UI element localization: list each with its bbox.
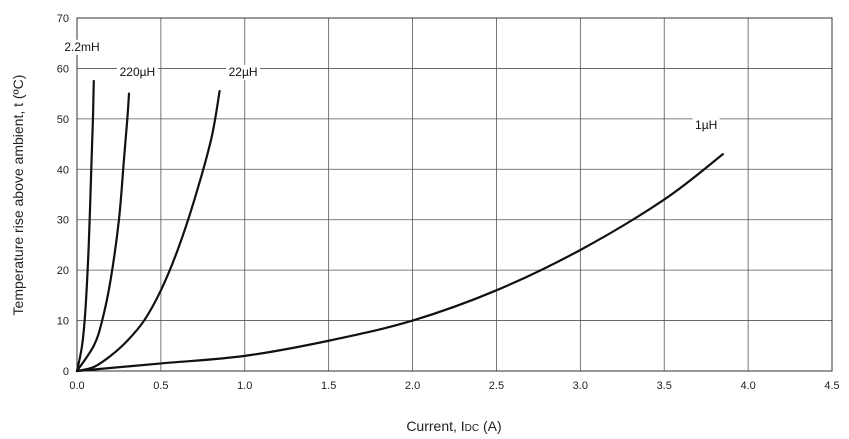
series-line: [75, 90, 221, 373]
x-tick-label: 1.0: [237, 380, 252, 392]
x-tick-label: 4.0: [740, 380, 755, 392]
x-tick-label: 2.0: [405, 380, 420, 392]
y-tick-label: 50: [57, 114, 69, 126]
series-label-background: [692, 117, 720, 133]
y-tick-label: 40: [57, 164, 69, 176]
y-axis-title: Temperature rise above ambient, t (ºC): [10, 75, 26, 316]
x-tick-label: 3.0: [573, 380, 588, 392]
plot-frame: [76, 17, 833, 372]
x-tick-label: 0.0: [69, 380, 84, 392]
series-label: 22µH: [229, 65, 258, 79]
y-tick-label: 20: [57, 265, 69, 277]
grid-lines: [76, 17, 833, 372]
series-label-background: [116, 64, 158, 80]
series-label: 220µH: [120, 65, 156, 79]
x-tick-label: 3.5: [657, 380, 672, 392]
y-tick-label: 0: [63, 366, 69, 378]
y-axis-ticks: 0 10 20 30 40 50 60 70: [57, 13, 69, 378]
y-tick-label: 60: [57, 63, 69, 75]
series-line: [75, 92, 131, 373]
series-line: [75, 153, 725, 373]
x-axis-ticks: 0.0 0.5 1.0 1.5 2.0 2.5 3.0 3.5 4.0 4.5: [69, 380, 839, 392]
series-label: 1µH: [695, 118, 717, 132]
y-tick-label: 70: [57, 13, 69, 25]
x-tick-label: 4.5: [824, 380, 839, 392]
series-layer: [75, 79, 725, 373]
series-label-background: [61, 39, 103, 55]
x-tick-label: 0.5: [153, 380, 168, 392]
y-tick-label: 10: [57, 316, 69, 328]
x-tick-label: 1.5: [321, 380, 336, 392]
series-labels: 2.2mH 220µH 22µH 1µH: [61, 39, 720, 133]
x-axis-title: Current, IDC (A): [406, 418, 501, 434]
x-tick-label: 2.5: [489, 380, 504, 392]
series-label: 2.2mH: [64, 40, 99, 54]
y-tick-label: 30: [57, 215, 69, 227]
series-label-background: [226, 64, 261, 80]
series-line: [75, 79, 95, 373]
